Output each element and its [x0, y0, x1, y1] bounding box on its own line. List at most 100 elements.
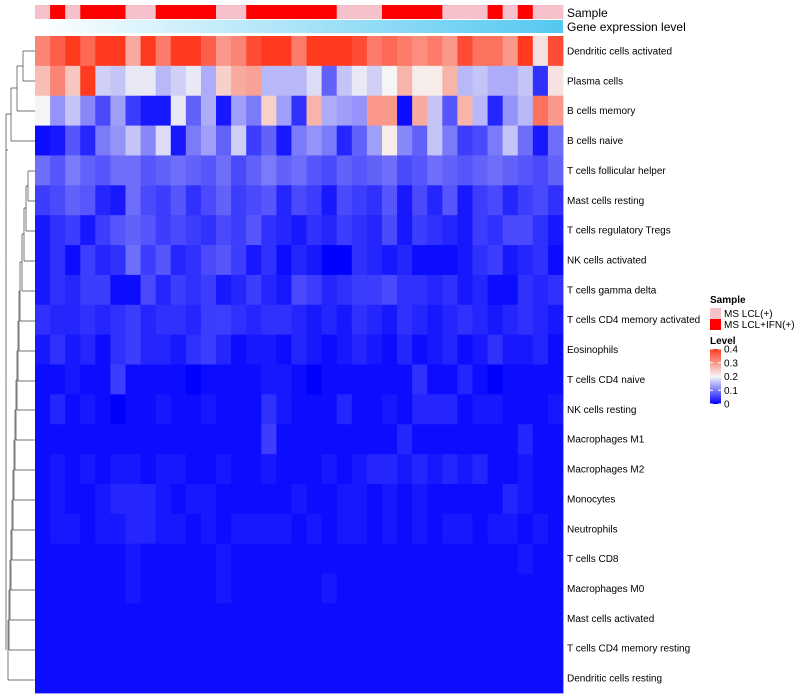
sample-annotation-cell — [140, 5, 157, 19]
heatmap-cell — [261, 364, 277, 395]
heatmap-cell — [200, 483, 217, 515]
heatmap-cell — [50, 274, 66, 306]
sample-annotation-cell — [155, 5, 172, 19]
heatmap-cell — [276, 663, 292, 694]
heatmap-cell — [472, 543, 488, 574]
heatmap-cell — [155, 543, 172, 574]
sample-annotation-cell — [65, 5, 81, 19]
heatmap-cell — [125, 274, 141, 306]
heatmap-cell — [532, 394, 549, 425]
heatmap-cell — [276, 603, 292, 634]
heatmap-cell — [231, 424, 247, 455]
heatmap-cell — [50, 65, 66, 97]
row-dendrogram — [5, 50, 35, 681]
heatmap-cell — [336, 454, 353, 485]
heatmap-cell — [547, 125, 564, 156]
heatmap-cell — [547, 513, 564, 545]
heatmap-cell — [487, 663, 504, 694]
heatmap-cell — [35, 274, 51, 306]
heatmap-cell — [216, 36, 232, 67]
heatmap-cell — [306, 603, 323, 634]
heatmap-cell — [397, 633, 413, 664]
heatmap-cell — [427, 155, 443, 186]
heatmap-cell — [261, 633, 277, 664]
heatmap-cell — [246, 633, 262, 664]
heatmap-cell — [321, 454, 338, 485]
heatmap-cell — [442, 364, 458, 395]
heatmap-cell — [231, 65, 247, 97]
heatmap-cell — [216, 125, 232, 156]
heatmap-cell — [246, 36, 262, 67]
heatmap-cell — [427, 364, 443, 395]
heatmap-cell — [65, 125, 81, 156]
heatmap-cell — [200, 603, 217, 634]
heatmap-cell — [276, 65, 292, 97]
heatmap-cell — [125, 603, 141, 634]
heatmap-cell — [547, 65, 564, 97]
heatmap-cell — [80, 663, 96, 694]
heatmap-cell — [457, 304, 473, 336]
heatmap-cell — [200, 95, 217, 126]
heatmap-cell — [397, 155, 413, 186]
heatmap-cell — [170, 245, 187, 276]
heatmap-cell — [397, 36, 413, 67]
heatmap-cell — [110, 125, 126, 156]
heatmap-cell — [306, 185, 323, 216]
heatmap-cell — [472, 513, 488, 545]
sample-annotation-cell — [532, 5, 549, 19]
heatmap-cell — [532, 65, 549, 97]
heatmap-cell — [487, 185, 504, 216]
heatmap-cell — [547, 394, 564, 425]
heatmap-cell — [276, 394, 292, 425]
heatmap-cell — [336, 603, 353, 634]
heatmap-cell — [246, 155, 262, 186]
heatmap-cell — [517, 394, 534, 425]
heatmap-cell — [532, 543, 549, 574]
heatmap-cell — [95, 633, 111, 664]
heatmap-cell — [231, 215, 247, 246]
heatmap-cell — [442, 65, 458, 97]
heatmap-cell — [246, 185, 262, 216]
heatmap-cell — [95, 454, 111, 485]
heatmap-cell — [231, 603, 247, 634]
heatmap-cell — [95, 483, 111, 515]
heatmap-cell — [487, 364, 504, 395]
heatmap-cell — [502, 663, 519, 694]
heatmap-cell — [472, 36, 488, 67]
heatmap-cell — [110, 663, 126, 694]
heatmap-cell — [80, 454, 96, 485]
heatmap-cell — [125, 245, 141, 276]
heatmap-cell — [412, 304, 428, 336]
heatmap-cell — [487, 274, 504, 306]
row-label: Macrophages M0 — [567, 584, 645, 595]
heatmap-cell — [472, 125, 488, 156]
row-label: Mast cells activated — [567, 614, 654, 625]
heatmap-cell — [381, 424, 398, 455]
heatmap-cell — [261, 543, 277, 574]
heatmap-cell — [125, 394, 141, 425]
heatmap-cell — [547, 543, 564, 574]
heatmap-cell — [140, 603, 157, 634]
heatmap-cell — [427, 334, 443, 365]
heatmap-cell — [65, 633, 81, 664]
heatmap-cell — [261, 274, 277, 306]
heatmap-cell — [336, 663, 353, 694]
heatmap-cell — [351, 573, 368, 604]
heatmap-cell — [246, 483, 262, 515]
heatmap-cell — [231, 513, 247, 545]
heatmap-cell — [517, 633, 534, 664]
heatmap-cell — [442, 215, 458, 246]
heatmap-cell — [336, 424, 353, 455]
heatmap-cell — [110, 36, 126, 67]
heatmap-cell — [336, 125, 353, 156]
heatmap-cell — [412, 215, 428, 246]
heatmap-cell — [502, 125, 519, 156]
heatmap-cell — [442, 543, 458, 574]
heatmap-cell — [35, 334, 51, 365]
heatmap-cell — [80, 185, 96, 216]
heatmap-cell — [487, 245, 504, 276]
heatmap-cell — [110, 65, 126, 97]
heatmap-cell — [125, 185, 141, 216]
heatmap-cell — [381, 513, 398, 545]
heatmap-cell — [125, 95, 141, 126]
